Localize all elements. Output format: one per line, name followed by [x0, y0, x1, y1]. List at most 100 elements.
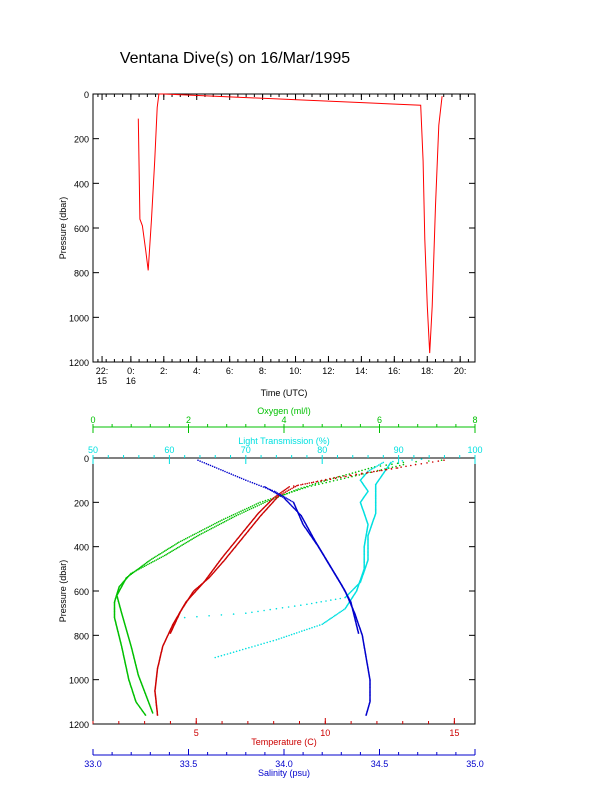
plot2-salinity-tick-label: 34.0: [275, 759, 293, 769]
plot2-salinity-point: [230, 473, 233, 475]
plot2-oxygen-tick-label: 0: [90, 415, 95, 425]
plot2-oxygen-point: [267, 498, 269, 501]
plot2-salinity-point: [255, 483, 258, 486]
plot2-transmission-point: [411, 459, 413, 461]
plot2-oxygen-point: [126, 576, 129, 578]
plot2-oxygen-point: [246, 509, 249, 512]
plot2-oxygen-point: [153, 556, 156, 559]
plot1-y-axis-label: Pressure (dbar): [58, 197, 68, 260]
plot2-oxygen-point: [321, 482, 324, 485]
plot2-oxygen-point: [131, 572, 134, 575]
plot2-transmission-point: [322, 622, 325, 625]
plot2-transmission-point: [376, 465, 379, 467]
plot2-oxygen-point: [257, 502, 260, 505]
plot2-temperature-point: [405, 465, 407, 468]
plot2-oxygen-point: [212, 527, 214, 529]
plot2-temperature-point: [280, 492, 282, 494]
plot2-temperature-point: [196, 587, 198, 590]
plot2-y-tick-label: 200: [74, 498, 89, 508]
plot2-oxygen-point: [244, 508, 246, 511]
plot2-oxygen-point: [395, 465, 397, 468]
plot2-oxygen-point: [205, 530, 208, 532]
plot2-oxygen-point: [151, 712, 154, 714]
plot2-oxygen-point: [213, 526, 216, 528]
plot2-temperature-point: [199, 584, 201, 587]
plot2-oxygen-point: [260, 503, 262, 505]
plot2-oxygen-point: [200, 529, 203, 532]
plot2-temperature-point: [287, 489, 290, 492]
plot2-temperature-point: [431, 461, 434, 463]
plot2-oxygen-point: [214, 522, 216, 525]
plot2-oxygen-point: [314, 484, 317, 486]
plot2-oxygen-point: [137, 568, 140, 570]
plot2-transmission-point: [344, 596, 346, 599]
plot2-temperature-point: [395, 467, 398, 469]
plot2-oxygen-point: [185, 537, 187, 540]
plot2-oxygen-point: [202, 529, 204, 531]
plot2-oxygen-point: [370, 467, 373, 469]
plot1-x-tick-label: 14:: [355, 366, 368, 376]
plot2-temperature-point: [312, 481, 315, 484]
plot2-temperature-point: [396, 467, 399, 469]
plot2-salinity-point: [207, 463, 210, 466]
plot1-x-tick-label: 18:: [421, 366, 434, 376]
plot2-oxygen-point: [152, 560, 154, 563]
plot2-oxygen-point: [219, 520, 221, 522]
plot2-temperature-point: [297, 484, 300, 487]
plot2-oxygen-point: [158, 557, 161, 559]
plot2-transmission-point: [196, 615, 198, 618]
plot2-oxygen-point: [175, 543, 177, 545]
plot2-temperature-point: [379, 469, 381, 472]
plot2-oxygen-point: [338, 475, 341, 478]
plot2-oxygen-point: [304, 486, 307, 489]
plot1-x-tick-label: 22:: [96, 366, 109, 376]
plot2-salinity-point: [277, 493, 279, 496]
plot2-oxygen-point: [193, 533, 196, 536]
plot2-transmission-point: [280, 637, 283, 639]
plot2-salinity-point: [199, 460, 201, 462]
plot2-y-axis-label: Pressure (dbar): [58, 560, 68, 623]
plot2-salinity-point: [247, 480, 249, 482]
plot2-temperature-point: [315, 481, 318, 483]
plot2-transmission-point: [311, 626, 313, 629]
plot2-temperature-point: [169, 632, 172, 634]
plot2-salinity-point: [211, 465, 214, 468]
plot1-y-tick-label: 1000: [69, 313, 89, 323]
plot2-transmission-point: [254, 645, 256, 647]
plot2-transmission-point: [335, 614, 338, 616]
plot2-oxygen-point: [250, 507, 253, 510]
plot2-salinity-tick-label: 34.5: [371, 759, 389, 769]
plot1-x-tick-label: 16:: [388, 366, 401, 376]
plot2-oxygen-point: [183, 538, 185, 541]
plot2-oxygen-point: [262, 500, 264, 503]
plot2-salinity-point: [280, 495, 282, 498]
plot2-oxygen-point: [212, 523, 215, 526]
plot2-oxygen-point: [241, 512, 243, 514]
plot2-transmission-point: [275, 607, 278, 610]
plot2-oxygen-point: [138, 567, 141, 569]
plot2-transmission-point: [321, 623, 324, 626]
plot2-salinity-point: [215, 467, 218, 469]
plot2-oxygen-point: [283, 493, 285, 496]
plot2-oxygen-point: [142, 564, 144, 567]
plot2-salinity-point: [275, 492, 278, 495]
plot2-oxygen-point: [247, 506, 250, 509]
plot2-salinity-point: [242, 478, 245, 481]
plot2-transmission-point: [313, 626, 316, 628]
plot2-transmission-tick-label: 70: [241, 445, 251, 455]
plot2-transmission-point: [334, 598, 337, 601]
plot2-oxygen-point: [230, 514, 233, 517]
plot2-oxygen-point: [197, 534, 199, 537]
plot2-temperature-point: [365, 472, 368, 474]
plot2-temperature-point: [308, 482, 311, 484]
plot2-salinity-point: [203, 462, 206, 464]
plot2-temperature-point: [334, 477, 337, 480]
plot2-oxygen-point: [184, 542, 186, 545]
plot1-x-tick-label: 2:: [160, 366, 168, 376]
plot2-temperature-point: [296, 484, 298, 487]
plot2-oxygen-point: [323, 480, 325, 482]
plot2-oxygen-point: [210, 527, 213, 530]
plot2-transmission-point: [371, 467, 374, 470]
plot2-oxygen-point: [181, 539, 184, 542]
plot2-oxygen-point: [129, 574, 131, 576]
